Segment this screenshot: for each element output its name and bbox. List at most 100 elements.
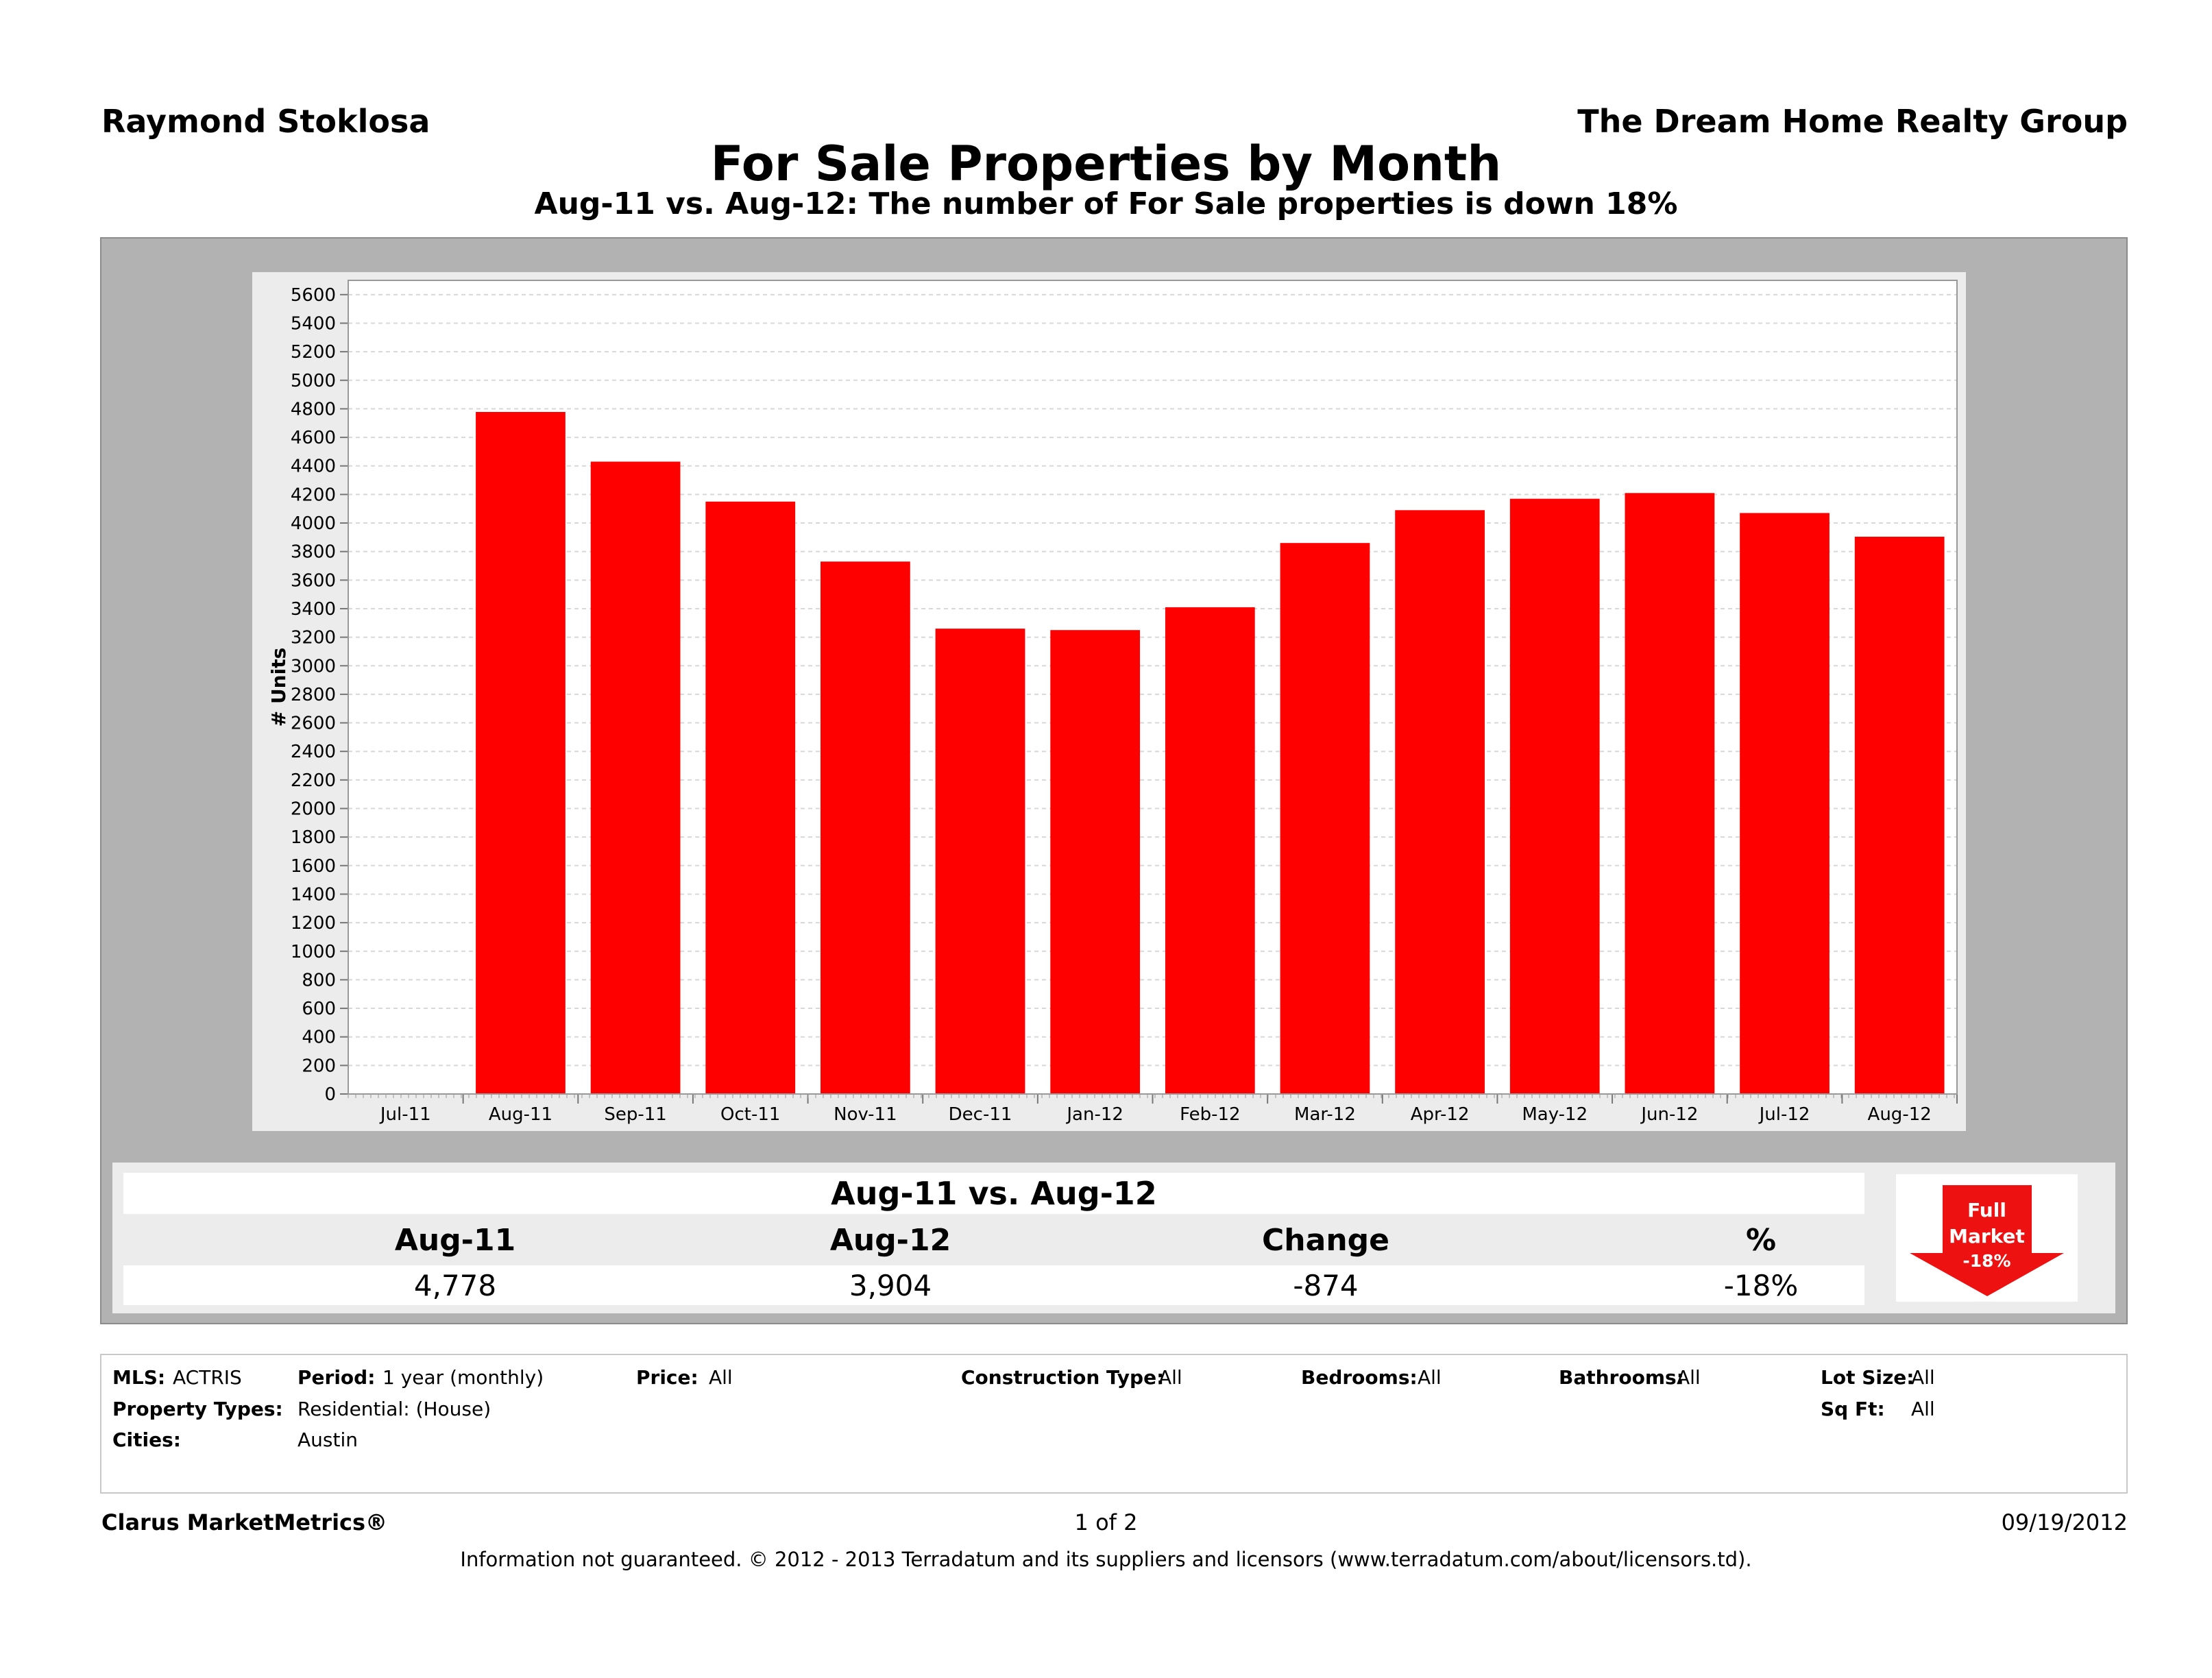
y-tick-label: 4400 bbox=[291, 457, 336, 477]
cities-label: Cities: bbox=[112, 1428, 181, 1451]
agent-name: Raymond Stoklosa bbox=[101, 103, 430, 140]
y-tick-label: 3400 bbox=[291, 599, 336, 620]
lot-size-value: All bbox=[1911, 1366, 1935, 1389]
sqft-value: All bbox=[1911, 1398, 1935, 1420]
footer-page: 1 of 2 bbox=[1074, 1509, 1138, 1535]
y-tick-label: 3800 bbox=[291, 542, 336, 563]
x-tick-label: Apr-12 bbox=[1411, 1104, 1470, 1125]
x-tick-label: Jul-12 bbox=[1758, 1104, 1810, 1125]
y-tick-label: 400 bbox=[302, 1028, 336, 1048]
lot-size-label: Lot Size: bbox=[1821, 1366, 1915, 1389]
cities-value: Austin bbox=[297, 1428, 358, 1451]
bar-may-12 bbox=[1509, 498, 1600, 1094]
x-tick-label: Aug-12 bbox=[1868, 1104, 1932, 1125]
mls-value: ACTRIS bbox=[173, 1366, 242, 1389]
y-tick-label: 5200 bbox=[291, 342, 336, 363]
summary-header-percent: % bbox=[1745, 1223, 1777, 1258]
bedrooms-value: All bbox=[1418, 1366, 1442, 1389]
bar-jun-12 bbox=[1625, 493, 1715, 1094]
y-tick-label: 2600 bbox=[291, 714, 336, 734]
footer-brand: Clarus MarketMetrics® bbox=[101, 1509, 388, 1535]
bar-oct-11 bbox=[705, 501, 796, 1094]
y-tick-label: 3200 bbox=[291, 628, 336, 648]
chart-subtitle: Aug-11 vs. Aug-12: The number of For Sal… bbox=[534, 186, 1678, 221]
y-tick-label: 800 bbox=[302, 970, 336, 990]
summary-values-row bbox=[123, 1265, 1864, 1305]
y-tick-label: 0 bbox=[324, 1084, 336, 1105]
y-tick-label: 1800 bbox=[291, 827, 336, 848]
plot-border bbox=[348, 280, 1958, 1095]
summary-value-change: -874 bbox=[1293, 1269, 1359, 1302]
summary-panel: Aug-11 vs. Aug-12 Aug-11 Aug-12 Change %… bbox=[112, 1163, 2115, 1313]
summary-title: Aug-11 vs. Aug-12 bbox=[831, 1175, 1157, 1212]
company-name: The Dream Home Realty Group bbox=[1577, 103, 2128, 140]
y-tick-label: 3600 bbox=[291, 570, 336, 591]
footer-disclaimer: Information not guaranteed. © 2012 - 201… bbox=[460, 1548, 1752, 1571]
summary-value-percent: -18% bbox=[1723, 1269, 1799, 1302]
property-types-value: Residential: (House) bbox=[297, 1398, 491, 1420]
bar-jul-12 bbox=[1740, 513, 1830, 1094]
badge-line3: -18% bbox=[1962, 1251, 2011, 1271]
x-tick-label: Sep-11 bbox=[604, 1104, 666, 1125]
bars bbox=[476, 412, 1945, 1094]
bar-feb-12 bbox=[1165, 607, 1255, 1094]
y-tick-label: 1200 bbox=[291, 913, 336, 934]
y-tick-label: 2000 bbox=[291, 799, 336, 820]
y-tick-label: 4600 bbox=[291, 428, 336, 448]
bathrooms-label: Bathrooms: bbox=[1559, 1366, 1684, 1389]
summary-title-row bbox=[123, 1173, 1864, 1214]
y-tick-label: 4200 bbox=[291, 485, 336, 505]
x-tick-label: Mar-12 bbox=[1294, 1104, 1356, 1125]
bathrooms-value: All bbox=[1677, 1366, 1701, 1389]
y-tick-label: 1600 bbox=[291, 856, 336, 877]
bar-aug-11 bbox=[476, 412, 566, 1094]
price-value: All bbox=[709, 1366, 733, 1389]
y-tick-label: 1000 bbox=[291, 942, 336, 962]
x-tick-label: Oct-11 bbox=[720, 1104, 780, 1125]
x-tick-label: May-12 bbox=[1522, 1104, 1588, 1125]
down-arrow-icon bbox=[1910, 1185, 2064, 1296]
price-label: Price: bbox=[636, 1366, 698, 1389]
y-axis-label: # Units bbox=[267, 648, 290, 727]
y-tick-label: 3000 bbox=[291, 656, 336, 677]
x-tick-label: Feb-12 bbox=[1180, 1104, 1241, 1125]
y-tick-label: 2800 bbox=[291, 685, 336, 705]
plot-background bbox=[348, 280, 1957, 1094]
chart-title: For Sale Properties by Month bbox=[710, 136, 1502, 192]
tick-labels: 0 200 400 600 800 1000 1200 1400 1600 1800 2000 220… bbox=[267, 285, 1932, 1125]
summary-header-aug11: Aug-11 bbox=[394, 1223, 516, 1258]
y-tick-label: 1400 bbox=[291, 884, 336, 905]
bar-chart: 0 200 400 600 800 1000 1200 1400 1600 1800 2000 220… bbox=[267, 280, 1958, 1125]
sqft-label: Sq Ft: bbox=[1821, 1398, 1885, 1420]
bar-jan-12 bbox=[1050, 630, 1141, 1094]
x-tick-label: Jan-12 bbox=[1065, 1104, 1123, 1125]
summary-value-aug12: 3,904 bbox=[849, 1269, 932, 1302]
badge-line2: Market bbox=[1949, 1225, 2025, 1248]
y-tick-label: 5400 bbox=[291, 313, 336, 334]
x-tick-label: Nov-11 bbox=[834, 1104, 897, 1125]
y-tick-label: 2200 bbox=[291, 770, 336, 791]
y-tick-label: 600 bbox=[302, 999, 336, 1019]
bedrooms-label: Bedrooms: bbox=[1301, 1366, 1418, 1389]
badge-line1: Full bbox=[1967, 1199, 2006, 1221]
bar-dec-11 bbox=[935, 629, 1025, 1094]
period-label: Period: bbox=[297, 1366, 376, 1389]
bar-sep-11 bbox=[590, 461, 681, 1094]
bar-aug-12 bbox=[1854, 537, 1945, 1094]
y-tick-label: 5600 bbox=[291, 285, 336, 306]
y-tick-label: 4000 bbox=[291, 513, 336, 534]
y-tick-label: 2400 bbox=[291, 742, 336, 762]
y-tick-label: 200 bbox=[302, 1056, 336, 1076]
bar-nov-11 bbox=[821, 561, 910, 1094]
axes bbox=[340, 280, 1958, 1104]
bar-apr-12 bbox=[1395, 510, 1485, 1094]
construction-label: Construction Type: bbox=[961, 1366, 1165, 1389]
footer-date: 09/19/2012 bbox=[2001, 1509, 2128, 1535]
x-tick-label: Jul-11 bbox=[379, 1104, 431, 1125]
summary-header-aug12: Aug-12 bbox=[829, 1223, 951, 1258]
y-tick-label: 5000 bbox=[291, 371, 336, 391]
summary-value-aug11: 4,778 bbox=[413, 1269, 497, 1302]
property-types-label: Property Types: bbox=[112, 1398, 283, 1420]
construction-value: All bbox=[1158, 1366, 1182, 1389]
grid-lines bbox=[348, 280, 1957, 1095]
